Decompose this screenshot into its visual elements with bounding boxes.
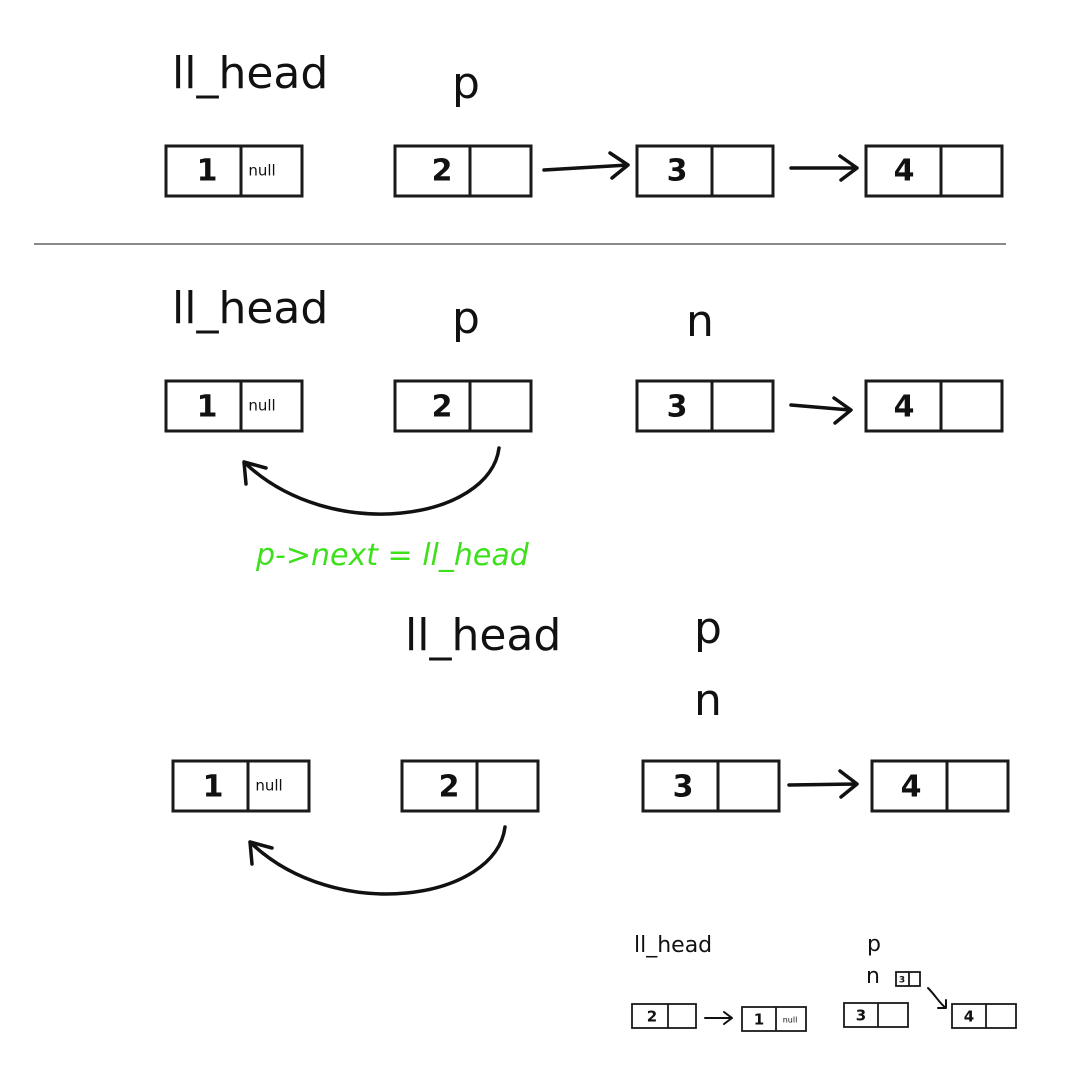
node-value: 4 xyxy=(894,154,915,189)
node-box xyxy=(951,1003,1017,1029)
node-value: 3 xyxy=(673,770,694,805)
node-1: 1 null xyxy=(741,1006,807,1032)
node-value: 3 xyxy=(667,390,688,425)
ll-head-label: ll_head xyxy=(634,933,712,958)
node-box xyxy=(635,144,775,198)
node-value: 2 xyxy=(432,154,453,189)
node-2: 2 xyxy=(631,1003,697,1029)
node-value: 3 xyxy=(899,976,905,986)
node-2: 2 xyxy=(393,144,533,198)
node-box xyxy=(864,144,1004,198)
node-4: 4 xyxy=(864,144,1004,198)
arrow-3-to-4 xyxy=(927,987,947,1009)
arrow-3-to-4 xyxy=(789,154,859,182)
node-box xyxy=(864,379,1004,433)
node-1: 1 null xyxy=(164,379,304,433)
node-value: 3 xyxy=(856,1007,866,1025)
node-value: 4 xyxy=(901,770,922,805)
node-4: 4 xyxy=(951,1003,1017,1029)
node-box xyxy=(843,1002,909,1028)
node-value: 3 xyxy=(667,154,688,189)
node-2: 2 xyxy=(400,759,540,813)
ll-head-label: ll_head xyxy=(405,610,561,661)
null-pointer-label: null xyxy=(248,162,275,180)
node-value: 4 xyxy=(894,390,915,425)
node-box xyxy=(393,144,533,198)
p-label: p xyxy=(694,603,722,654)
node-3: 3 xyxy=(635,144,775,198)
arrow-2-to-1 xyxy=(248,825,507,896)
node-box xyxy=(641,759,781,813)
arrow-2-to-3 xyxy=(542,151,630,180)
node-box xyxy=(393,379,533,433)
node-2: 2 xyxy=(393,379,533,433)
node-1: 1 null xyxy=(164,144,304,198)
arrow-2-to-1 xyxy=(704,1011,733,1025)
null-pointer-label: null xyxy=(783,1016,798,1025)
node-value: 2 xyxy=(439,770,460,805)
node-box xyxy=(895,971,921,987)
node-value: 1 xyxy=(754,1011,764,1029)
n-label: n xyxy=(866,964,880,989)
node-value: 2 xyxy=(432,390,453,425)
node-value: 1 xyxy=(197,154,218,189)
node-value: 1 xyxy=(197,390,218,425)
n-label: n xyxy=(686,296,714,347)
node-1: 1 null xyxy=(171,759,311,813)
arrow-2-to-1 xyxy=(242,446,501,516)
node-box xyxy=(164,144,304,198)
node-value: 2 xyxy=(647,1008,657,1026)
stage-4: ll_head p n 3 2 1 null 3 4 xyxy=(631,932,1017,1032)
n-label: n xyxy=(694,675,722,726)
ll-head-label: ll_head xyxy=(172,283,328,334)
p-label: p xyxy=(867,932,881,957)
ll-head-label: ll_head xyxy=(172,48,328,99)
p-label: p xyxy=(452,58,480,109)
p-label: p xyxy=(452,293,480,344)
stage-3: ll_head p n 1 null 2 3 4 xyxy=(171,603,1010,896)
node-box xyxy=(164,379,304,433)
node-box xyxy=(171,759,311,813)
stage-1: ll_head p 1 null 2 3 4 xyxy=(164,48,1004,198)
node-box xyxy=(631,1003,697,1029)
null-pointer-label: null xyxy=(255,777,282,795)
reassign-annotation: p->next = ll_head xyxy=(255,538,530,573)
node-box xyxy=(741,1006,807,1032)
arrow-3-to-4 xyxy=(789,396,853,425)
node-4: 4 xyxy=(870,759,1010,813)
node-box xyxy=(635,379,775,433)
node-3: 3 xyxy=(635,379,775,433)
arrow-3-to-4 xyxy=(787,769,859,799)
node-box xyxy=(870,759,1010,813)
node-value: 4 xyxy=(964,1008,974,1026)
node-box xyxy=(400,759,540,813)
stage-2: ll_head p n 1 null 2 3 4 p->next = ll_he… xyxy=(164,283,1004,573)
null-pointer-label: null xyxy=(248,397,275,415)
node-value: 1 xyxy=(203,770,224,805)
mini-node-3: 3 xyxy=(895,971,921,987)
node-3: 3 xyxy=(641,759,781,813)
node-3: 3 xyxy=(843,1002,909,1028)
node-4: 4 xyxy=(864,379,1004,433)
